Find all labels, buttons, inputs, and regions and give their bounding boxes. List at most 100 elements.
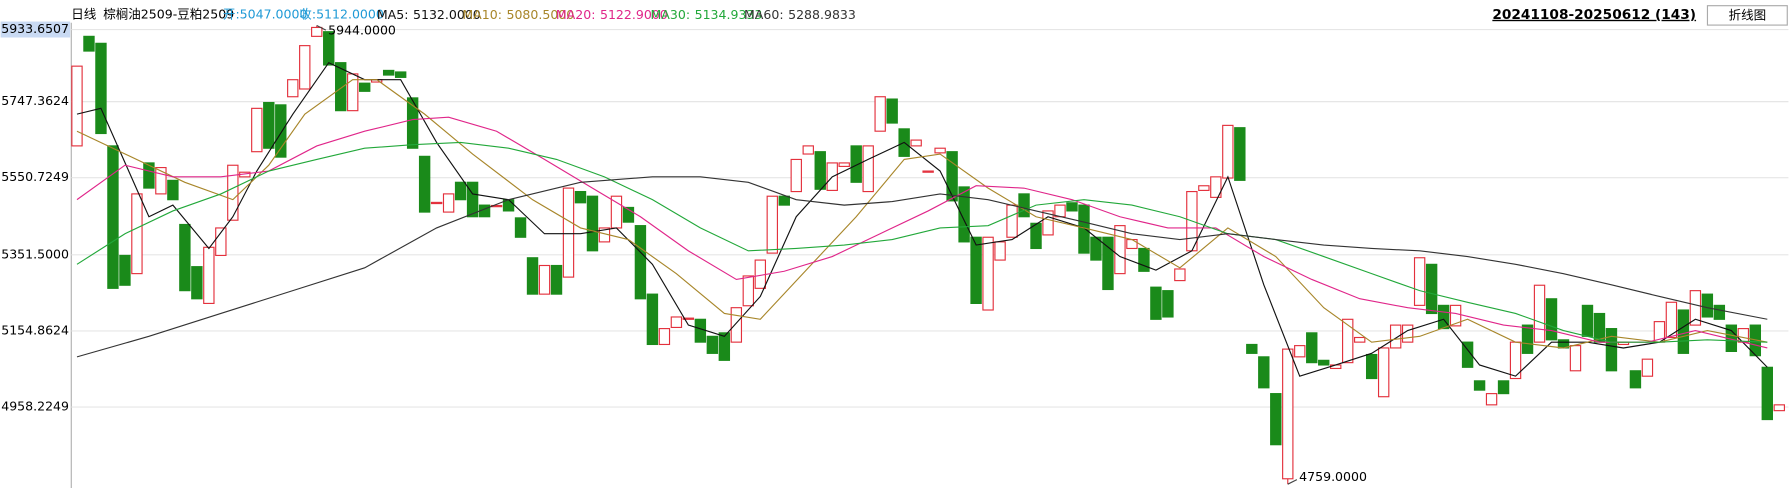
candle-body bbox=[203, 246, 215, 305]
candle-body bbox=[574, 190, 587, 204]
candle-body bbox=[191, 266, 203, 300]
candle-body bbox=[454, 181, 467, 201]
candle-body bbox=[466, 181, 479, 218]
candle-body bbox=[83, 35, 95, 52]
candle-body bbox=[1437, 304, 1450, 330]
candle-body bbox=[538, 264, 551, 295]
ma-line bbox=[76, 141, 1768, 343]
candle-body bbox=[1054, 204, 1066, 218]
candle-body bbox=[406, 97, 419, 149]
candle-body bbox=[958, 186, 970, 243]
candle-body bbox=[766, 195, 778, 254]
candle-body bbox=[706, 335, 719, 354]
candle-body bbox=[850, 145, 862, 183]
candle-body bbox=[1677, 309, 1690, 354]
candle-body bbox=[790, 158, 802, 193]
candle-body bbox=[562, 187, 575, 278]
candle-body bbox=[418, 155, 431, 213]
candle-body bbox=[1006, 204, 1018, 238]
candle-body bbox=[1234, 127, 1246, 181]
candle-body bbox=[95, 42, 107, 135]
candle-body bbox=[155, 166, 167, 195]
candle-body bbox=[1342, 318, 1354, 364]
candle-body bbox=[299, 45, 311, 90]
candle-body bbox=[1306, 332, 1318, 364]
candle-body bbox=[430, 201, 443, 205]
candle-body bbox=[730, 307, 743, 343]
candle-body bbox=[1150, 286, 1162, 320]
candle-body bbox=[658, 328, 671, 346]
candle-body bbox=[946, 151, 958, 202]
candle-body bbox=[1701, 293, 1714, 318]
candle-body bbox=[1030, 222, 1042, 250]
candle-body bbox=[994, 241, 1006, 261]
candle-body bbox=[287, 79, 299, 98]
candle-body bbox=[886, 98, 898, 124]
candle-body bbox=[251, 107, 263, 153]
candle-body bbox=[179, 223, 191, 292]
candle-body bbox=[107, 145, 119, 289]
legend-entry: MA30: 5134.9333 bbox=[651, 6, 763, 21]
candle-body bbox=[1365, 353, 1378, 380]
candle-body bbox=[1282, 348, 1294, 480]
legend-value: 5288.9833 bbox=[788, 6, 856, 21]
legend-value: 5122.9000 bbox=[600, 6, 668, 21]
candle-body bbox=[1533, 284, 1546, 343]
candle-body bbox=[1222, 124, 1234, 179]
y-tick-highlight bbox=[0, 21, 71, 38]
legend-value: 5080.5000 bbox=[506, 6, 574, 21]
candle-body bbox=[263, 101, 275, 149]
candle-body bbox=[922, 170, 934, 173]
y-tick-label: 5351.5000 bbox=[1, 246, 69, 261]
candle-body bbox=[1689, 290, 1702, 326]
candle-body bbox=[1773, 404, 1785, 412]
candle-body bbox=[1521, 324, 1534, 354]
candle-body bbox=[1294, 345, 1306, 358]
candle-body bbox=[526, 257, 539, 295]
candle-body bbox=[323, 31, 335, 66]
candle-body bbox=[1485, 393, 1498, 406]
candle-body bbox=[778, 195, 790, 206]
ma-line bbox=[76, 61, 1768, 377]
candle-body bbox=[1354, 336, 1366, 343]
candle-body bbox=[1174, 268, 1186, 282]
candle-body bbox=[646, 293, 659, 346]
candle-body bbox=[1761, 366, 1773, 421]
legend-entry: MA20: 5122.9000 bbox=[556, 6, 668, 21]
candle-body bbox=[514, 217, 527, 238]
line-chart-button[interactable]: 折线图 bbox=[1706, 5, 1788, 26]
y-tick-label: 5747.3624 bbox=[1, 93, 69, 108]
candle-body bbox=[119, 254, 131, 286]
button-label[interactable]: 折线图 bbox=[1729, 7, 1767, 22]
candle-body bbox=[131, 193, 143, 275]
legend-entry: MA10: 5080.5000 bbox=[462, 6, 574, 21]
button-frame[interactable] bbox=[1706, 5, 1788, 26]
candle-body bbox=[1126, 238, 1138, 250]
annotation-label: 4759.0000 bbox=[1299, 469, 1367, 484]
legend-name: MA5: bbox=[377, 6, 409, 21]
y-tick-label: 4958.2249 bbox=[1, 399, 69, 414]
legend-value: 5134.9333 bbox=[695, 6, 763, 21]
candle-body bbox=[1605, 328, 1618, 372]
candle-body bbox=[802, 145, 814, 155]
legend-name: MA30: bbox=[651, 6, 691, 21]
candle-body bbox=[1401, 324, 1414, 343]
candle-body bbox=[1473, 380, 1486, 391]
ma-line bbox=[76, 79, 1768, 349]
period: 日线 bbox=[71, 6, 97, 21]
candle-body bbox=[1270, 393, 1282, 446]
legend-name: MA20: bbox=[556, 6, 596, 21]
candle-body bbox=[586, 195, 599, 252]
legend-name: MA60: bbox=[744, 6, 784, 21]
legend-name: MA10: bbox=[462, 6, 502, 21]
candle-body bbox=[1114, 225, 1126, 275]
legend-entry: MA5: 5132.0000 bbox=[377, 6, 481, 21]
candle-body bbox=[1389, 324, 1402, 349]
date-range: 20241108-20250612 (143) bbox=[1492, 7, 1696, 23]
candle-body bbox=[814, 151, 826, 190]
y-tick-label: 5154.8624 bbox=[1, 322, 69, 337]
legend-entry: MA60: 5288.9833 bbox=[744, 6, 856, 21]
candle-body bbox=[742, 275, 755, 307]
candle-body bbox=[682, 317, 695, 320]
candle-body bbox=[1737, 328, 1750, 343]
